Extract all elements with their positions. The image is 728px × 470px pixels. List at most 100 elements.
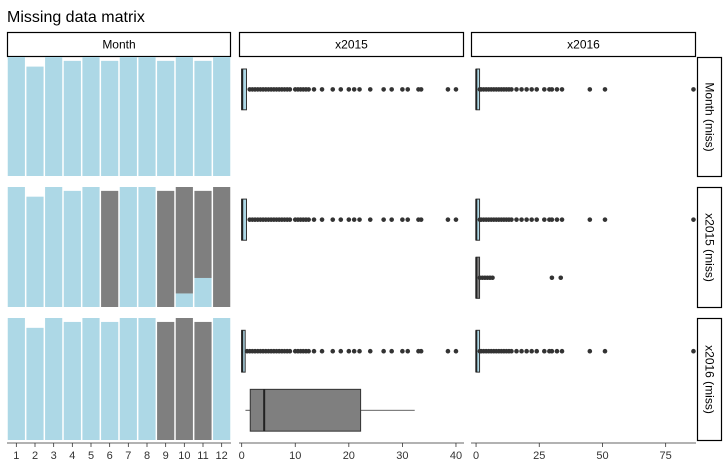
box-missing bbox=[249, 388, 362, 432]
outlier-point bbox=[381, 348, 386, 354]
bar-present-month-3 bbox=[45, 318, 63, 440]
bar-present-month-1 bbox=[7, 318, 25, 440]
outlier-point bbox=[357, 87, 362, 92]
outlier-point bbox=[542, 87, 547, 92]
outlier-point bbox=[524, 348, 529, 354]
bar-present-month-3 bbox=[45, 187, 63, 307]
x2015-tick-label: 0 bbox=[239, 450, 245, 462]
bar-present-month-11 bbox=[194, 60, 212, 176]
bar-present-month-4 bbox=[63, 60, 81, 176]
bar-missing-month-12 bbox=[213, 187, 231, 307]
bar-missing-month-10 bbox=[175, 187, 193, 294]
bar-present-month-7 bbox=[119, 57, 137, 176]
x2015-tick-label: 40 bbox=[450, 450, 462, 462]
outlier-point bbox=[405, 217, 411, 222]
outlier-point bbox=[418, 87, 424, 92]
outlier-point bbox=[367, 348, 373, 354]
column-strip-box bbox=[6, 31, 232, 58]
x2016-tick-label: 25 bbox=[533, 450, 545, 462]
outlier-point bbox=[311, 87, 317, 92]
bar-present-month-5 bbox=[82, 318, 100, 440]
outlier-point bbox=[602, 87, 608, 92]
outlier-point bbox=[549, 275, 555, 281]
bar-present-month-4 bbox=[63, 321, 81, 440]
outlier-point bbox=[534, 348, 540, 354]
chart-title: Missing data matrix bbox=[7, 9, 145, 26]
bar-missing-month-6 bbox=[101, 190, 119, 307]
month-tick-label: 7 bbox=[125, 450, 131, 462]
x-axes: 1 2 3 4 5 6 7 8 9 10 11 12 0 10 20 30 40 0 25 50 75 bbox=[7, 442, 696, 462]
outlier-point bbox=[351, 217, 357, 222]
outlier-point bbox=[509, 217, 514, 222]
month-tick-label: 12 bbox=[216, 450, 228, 462]
x2016-tick-label: 0 bbox=[473, 450, 479, 462]
month-tick-label: 9 bbox=[163, 450, 169, 462]
outlier-point bbox=[330, 87, 336, 92]
outlier-point bbox=[330, 348, 336, 354]
month-tick-label: 10 bbox=[178, 450, 190, 462]
outlier-point bbox=[554, 87, 560, 92]
outlier-point bbox=[453, 87, 459, 92]
outlier-point bbox=[306, 217, 311, 222]
outlier-point bbox=[319, 87, 325, 92]
facet-panels bbox=[7, 57, 696, 440]
x2015-tick-label: 30 bbox=[396, 450, 408, 462]
outlier-point bbox=[519, 217, 524, 222]
outlier-point bbox=[534, 87, 540, 92]
column-strip-label: x2016 bbox=[567, 38, 600, 52]
outlier-point bbox=[514, 217, 519, 222]
outlier-point bbox=[351, 348, 357, 354]
outlier-point bbox=[554, 348, 560, 354]
outlier-point bbox=[445, 348, 451, 354]
outlier-point bbox=[559, 87, 565, 92]
outlier-point bbox=[587, 87, 593, 92]
outlier-point bbox=[311, 217, 317, 222]
row-strip-box bbox=[696, 317, 723, 442]
bar-present-month-12 bbox=[213, 318, 231, 440]
outlier-point bbox=[400, 348, 405, 354]
outlier-point bbox=[311, 348, 317, 354]
bar-present-month-8 bbox=[138, 57, 156, 176]
outlier-point bbox=[330, 217, 336, 222]
outlier-point bbox=[549, 217, 555, 222]
outlier-point bbox=[602, 348, 608, 354]
facet-strips: Month x2015 x2016 Month (miss) x2015 (miss) x… bbox=[6, 31, 723, 442]
bar-present-month-8 bbox=[138, 318, 156, 440]
outlier-point bbox=[306, 87, 311, 92]
outlier-point bbox=[602, 217, 608, 222]
outlier-point bbox=[367, 217, 373, 222]
bar-missing-month-11 bbox=[194, 321, 212, 440]
x2015-tick-label: 10 bbox=[289, 450, 301, 462]
outlier-point bbox=[542, 348, 547, 354]
outlier-point bbox=[389, 348, 394, 354]
bar-present-month-12 bbox=[213, 57, 231, 176]
outlier-point bbox=[418, 348, 424, 354]
column-strip-label: x2015 bbox=[335, 38, 368, 52]
x2015-tick-label: 20 bbox=[343, 450, 355, 462]
x2016-tick-label: 50 bbox=[596, 450, 608, 462]
outlier-point bbox=[381, 87, 386, 92]
month-tick-label: 1 bbox=[13, 450, 19, 462]
outlier-point bbox=[519, 87, 524, 92]
outlier-point bbox=[524, 217, 529, 222]
bar-present-month-7 bbox=[119, 187, 137, 307]
month-tick-label: 8 bbox=[144, 450, 150, 462]
outlier-point bbox=[306, 348, 311, 354]
bar-present-month-11 bbox=[194, 277, 212, 307]
month-tick-label: 6 bbox=[107, 450, 113, 462]
bar-present-month-2 bbox=[26, 327, 44, 440]
outlier-point bbox=[445, 217, 451, 222]
outlier-point bbox=[405, 348, 411, 354]
outlier-point bbox=[559, 348, 565, 354]
outlier-point bbox=[405, 87, 411, 92]
outlier-point bbox=[509, 348, 514, 354]
outlier-point bbox=[529, 217, 534, 222]
bar-present-month-7 bbox=[119, 318, 137, 440]
row-strip-box bbox=[696, 186, 723, 309]
outlier-point bbox=[524, 87, 529, 92]
outlier-point bbox=[287, 348, 293, 354]
outlier-point bbox=[691, 217, 696, 222]
outlier-point bbox=[549, 348, 555, 354]
outlier-point bbox=[490, 275, 495, 281]
